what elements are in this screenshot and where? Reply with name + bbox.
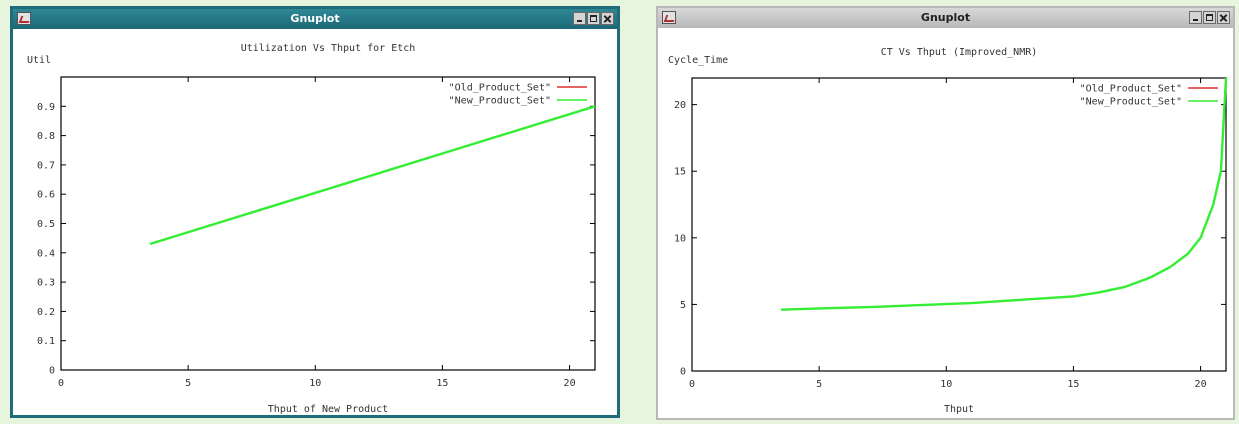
x-axis-label: Thput of New Product (268, 404, 388, 415)
y-tick-label: 5 (680, 300, 686, 311)
window-titlebar[interactable]: Gnuplot (658, 8, 1233, 28)
window-titlebar[interactable]: Gnuplot (13, 9, 617, 29)
y-tick-label: 0.2 (37, 307, 55, 318)
y-tick-label: 0.4 (37, 248, 55, 259)
plot-area: CT Vs Thput (Improved_NMR) Cycle_Time Thpu… (658, 28, 1233, 418)
plot-border (691, 77, 1227, 372)
y-axis-label: Util (27, 55, 51, 66)
legend-label: "Old_Product_Set" (1080, 84, 1182, 95)
x-tick-label: 20 (564, 378, 576, 389)
y-tick-label: 15 (674, 167, 686, 178)
x-tick-label: 10 (940, 379, 952, 390)
chart-title: Utilization Vs Thput for Etch (241, 43, 416, 54)
gnuplot-window-right[interactable]: Gnuplot CT Vs Thput (Improved_NMR) Cycle_… (656, 6, 1235, 420)
y-axis-label: Cycle_Time (668, 55, 728, 66)
cycle-time-chart: CT Vs Thput (Improved_NMR) Cycle_Time Thpu… (668, 47, 1228, 415)
series-line-new-product-set (149, 105, 596, 246)
y-tick-label: 0 (680, 367, 686, 378)
x-tick-label: 15 (436, 378, 448, 389)
gnuplot-app-icon[interactable] (662, 11, 676, 24)
plot-border (60, 76, 596, 371)
y-tick-label: 0.5 (37, 219, 55, 230)
y-tick-label: 20 (674, 100, 686, 111)
close-icon[interactable] (601, 12, 614, 25)
gnuplot-app-icon[interactable] (17, 12, 31, 25)
y-tick-label: 0.9 (37, 102, 55, 113)
x-tick-label: 10 (309, 378, 321, 389)
x-tick-label: 20 (1195, 379, 1207, 390)
series-line-new-product-set (780, 77, 1228, 311)
x-tick-label: 5 (816, 379, 822, 390)
gnuplot-window-left[interactable]: Gnuplot Utilization Vs Thput for Etch Uti… (10, 6, 620, 418)
y-tick-label: 0.3 (37, 278, 55, 289)
y-tick-label: 0 (49, 366, 55, 377)
y-tick-label: 0.8 (37, 131, 55, 142)
y-tick-label: 0.7 (37, 160, 55, 171)
y-tick-label: 0.6 (37, 190, 55, 201)
legend-label: "Old_Product_Set" (449, 83, 551, 94)
utilization-chart: Utilization Vs Thput for Etch Util Thput o… (27, 43, 596, 415)
window-title: Gnuplot (920, 11, 971, 24)
minimize-icon[interactable] (573, 12, 586, 25)
x-tick-label: 5 (185, 378, 191, 389)
maximize-icon[interactable] (1203, 11, 1216, 24)
legend-label: "New_Product_Set" (449, 96, 551, 107)
maximize-icon[interactable] (587, 12, 600, 25)
window-title: Gnuplot (290, 12, 340, 25)
legend-label: "New_Product_Set" (1080, 97, 1182, 108)
plot-area: Utilization Vs Thput for Etch Util Thput o… (13, 29, 617, 415)
x-tick-label: 0 (689, 379, 695, 390)
close-icon[interactable] (1217, 11, 1230, 24)
x-axis-label: Thput (944, 404, 974, 415)
x-tick-label: 0 (58, 378, 64, 389)
x-tick-label: 15 (1067, 379, 1079, 390)
chart-title: CT Vs Thput (Improved_NMR) (881, 47, 1038, 58)
minimize-icon[interactable] (1189, 11, 1202, 24)
y-tick-label: 10 (674, 233, 686, 244)
y-tick-label: 0.1 (37, 336, 55, 347)
